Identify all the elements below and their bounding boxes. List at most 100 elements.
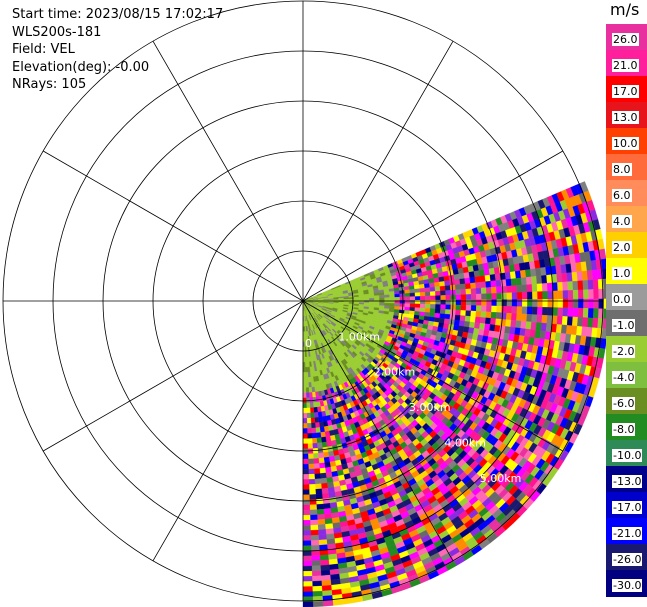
colorbar-tick-label: -30.0 bbox=[612, 579, 643, 592]
velocity-gate bbox=[520, 277, 527, 286]
field-name: Field: VEL bbox=[12, 42, 75, 57]
velocity-gate bbox=[306, 402, 311, 409]
velocity-gate bbox=[302, 591, 313, 597]
velocity-gate bbox=[445, 294, 452, 301]
velocity-gate bbox=[602, 278, 606, 290]
velocity-gate bbox=[459, 278, 466, 285]
velocity-gate bbox=[307, 376, 312, 383]
colorbar-tick-label: 4.0 bbox=[612, 215, 632, 228]
velocity-gate bbox=[307, 443, 313, 449]
velocity-gate bbox=[582, 280, 589, 290]
colorbar-tick-label: -26.0 bbox=[612, 553, 643, 566]
velocity-gate bbox=[576, 271, 583, 282]
velocity-gate bbox=[317, 529, 327, 536]
velocity-gate bbox=[464, 321, 471, 328]
velocity-gate bbox=[309, 407, 315, 414]
velocity-gate bbox=[419, 283, 425, 289]
site-name: WLS200s-181 bbox=[12, 24, 102, 40]
colorbar-tick-label: -6.0 bbox=[612, 397, 636, 410]
velocity-gate bbox=[308, 392, 313, 398]
velocity-gate bbox=[302, 433, 308, 439]
velocity-gate bbox=[321, 487, 329, 495]
velocity-gate bbox=[470, 305, 477, 312]
velocity-gate bbox=[475, 287, 482, 295]
velocity-gate bbox=[311, 575, 322, 582]
velocity-gate bbox=[603, 308, 606, 319]
velocity-gate bbox=[308, 473, 315, 480]
velocity-gate bbox=[531, 314, 538, 323]
velocity-gate bbox=[310, 519, 318, 526]
velocity-gate bbox=[562, 290, 569, 300]
colorbar-tick-label: 2.0 bbox=[612, 241, 632, 254]
velocity-gate bbox=[541, 283, 548, 292]
velocity-gate bbox=[310, 540, 320, 546]
velocity-gate bbox=[408, 285, 415, 290]
velocity-gate bbox=[384, 294, 390, 298]
colorbar-tick-label: 17.0 bbox=[612, 85, 639, 98]
velocity-gate bbox=[311, 565, 321, 572]
velocity-gate bbox=[561, 316, 568, 326]
start-time: Start time: 2023/08/15 17:02:17 bbox=[12, 7, 224, 22]
velocity-gate bbox=[592, 317, 599, 329]
velocity-gate bbox=[434, 312, 441, 319]
velocity-gate bbox=[439, 285, 446, 292]
colorbar-tick-label: 21.0 bbox=[612, 59, 639, 72]
velocity-gate bbox=[485, 287, 492, 294]
velocity-gate bbox=[572, 307, 579, 318]
velocity-gate bbox=[306, 422, 312, 429]
velocity-gate bbox=[332, 599, 344, 606]
velocity-gate bbox=[465, 288, 472, 295]
velocity-gate bbox=[320, 569, 331, 576]
velocity-gate bbox=[409, 307, 416, 312]
velocity-gate bbox=[318, 462, 326, 469]
velocity-gate bbox=[459, 315, 466, 322]
velocity-gate bbox=[310, 534, 319, 541]
velocity-gate bbox=[557, 299, 564, 308]
velocity-gate bbox=[552, 307, 559, 317]
velocity-gate bbox=[419, 287, 426, 293]
velocity-gate bbox=[302, 463, 309, 470]
velocity-gate bbox=[429, 308, 436, 314]
velocity-gate bbox=[581, 270, 589, 281]
velocity-gate bbox=[443, 275, 450, 282]
velocity-gate bbox=[469, 276, 476, 284]
velocity-gate bbox=[302, 428, 308, 434]
velocity-gate bbox=[302, 494, 310, 501]
velocity-gate bbox=[454, 284, 461, 291]
velocity-gate bbox=[389, 291, 395, 295]
velocity-gate bbox=[308, 463, 315, 470]
velocity-gate bbox=[526, 284, 533, 293]
velocity-gate bbox=[577, 280, 584, 291]
colorbar-tick-label: -17.0 bbox=[612, 501, 643, 514]
velocity-gate bbox=[374, 295, 380, 299]
velocity-gate bbox=[601, 328, 606, 340]
velocity-gate bbox=[557, 281, 564, 291]
velocity-gate bbox=[511, 299, 518, 307]
velocity-gate bbox=[481, 305, 487, 312]
velocity-gate bbox=[583, 298, 589, 309]
velocity-gate bbox=[460, 288, 467, 295]
velocity-gate bbox=[309, 509, 318, 516]
velocity-gate bbox=[306, 417, 312, 424]
velocity-gate bbox=[521, 291, 528, 300]
velocity-gate bbox=[318, 539, 328, 546]
velocity-gate bbox=[384, 302, 390, 307]
velocity-gate bbox=[324, 461, 331, 469]
velocity-gate bbox=[582, 317, 589, 328]
velocity-gate bbox=[531, 276, 538, 285]
velocity-gate bbox=[430, 291, 436, 297]
velocity-gate bbox=[522, 299, 528, 307]
velocity-gate bbox=[526, 314, 533, 323]
velocity-gate bbox=[419, 303, 426, 309]
velocity-gate bbox=[439, 308, 446, 315]
velocity-gate bbox=[399, 293, 406, 298]
velocity-gate bbox=[586, 270, 594, 281]
velocity-gate bbox=[312, 601, 324, 607]
velocity-gate bbox=[567, 281, 574, 291]
velocity-gate bbox=[526, 306, 533, 315]
velocity-gate bbox=[440, 290, 446, 296]
velocity-gate bbox=[302, 397, 307, 404]
velocity-gate bbox=[468, 271, 475, 278]
velocity-gate bbox=[587, 279, 594, 290]
velocity-gate bbox=[429, 312, 436, 318]
